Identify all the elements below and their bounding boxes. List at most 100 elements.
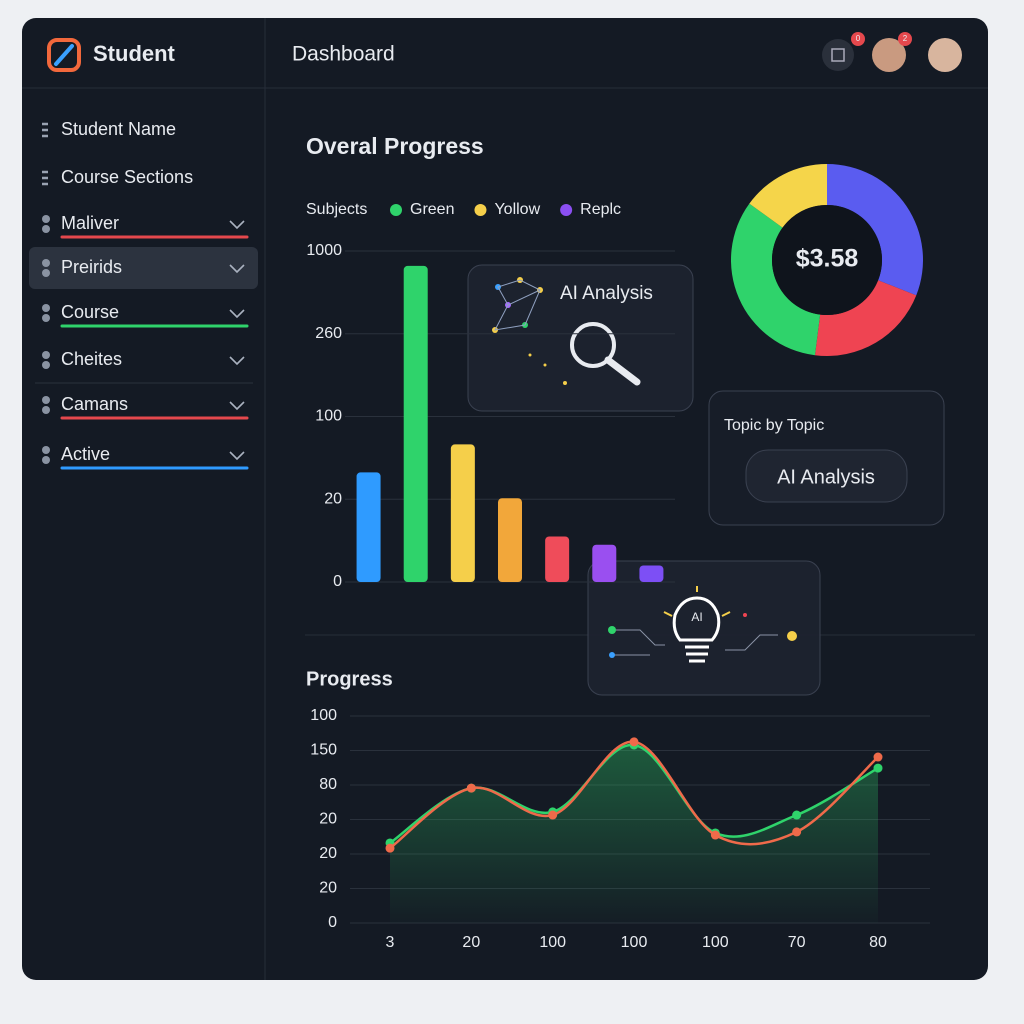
bar — [356, 472, 381, 582]
x-tick-label: 100 — [702, 934, 729, 951]
x-tick-label: 20 — [462, 934, 480, 951]
y-tick-label: 0 — [328, 914, 337, 931]
legend-title: Subjects — [306, 201, 367, 218]
legend-label: Yollow — [494, 201, 540, 218]
avatar[interactable] — [872, 38, 906, 72]
point-marker — [385, 843, 395, 853]
section-title: Overal Progress — [306, 133, 484, 159]
analysis-button[interactable] — [745, 449, 908, 503]
item-icon — [42, 304, 50, 312]
bulb-icon — [608, 586, 797, 663]
item-icon — [42, 225, 50, 233]
donut-slice — [749, 164, 827, 228]
point-marker — [873, 763, 883, 773]
x-tick-label: 80 — [869, 934, 887, 951]
point-marker — [792, 827, 802, 837]
bulb-card — [587, 560, 821, 696]
y-tick-label: 0 — [333, 573, 342, 590]
item-icon — [42, 406, 50, 414]
nav-item[interactable]: Maliver — [61, 213, 119, 233]
x-tick-label: 3 — [386, 934, 395, 951]
logo — [47, 38, 81, 72]
donut-center-label: $3.58 — [796, 245, 859, 273]
point-marker — [548, 810, 558, 820]
nav-item[interactable]: Active — [61, 444, 110, 464]
item-icon — [42, 259, 50, 267]
legend-swatch — [560, 204, 573, 216]
nav-item[interactable]: Student Name — [61, 119, 176, 139]
notification-icon[interactable] — [822, 39, 854, 71]
nav-item[interactable]: Course — [61, 302, 119, 322]
y-tick-label: 260 — [315, 325, 342, 342]
badge-count: 0 — [856, 34, 861, 43]
chevron — [229, 451, 245, 461]
bar — [545, 536, 570, 582]
item-icon — [42, 314, 50, 322]
dynamic-layer: Student Name Course Sections Maliver Preiri… — [29, 119, 930, 951]
x-tick-label: 70 — [788, 934, 806, 951]
x-tick-label: 100 — [621, 934, 648, 951]
chevron — [229, 309, 245, 319]
y-tick-label: 20 — [319, 811, 337, 828]
item-icon — [42, 170, 48, 186]
button-label: AI Analysis — [777, 466, 875, 488]
y-tick-label: 20 — [324, 490, 342, 507]
network-icon — [492, 277, 567, 385]
chart-title: Progress — [306, 668, 393, 690]
donut-slice — [814, 280, 917, 356]
point-marker — [466, 783, 476, 793]
card-title: Topic by Topic — [724, 417, 824, 434]
donut-slice — [731, 203, 821, 356]
item-icon — [42, 361, 50, 369]
y-tick-label: 20 — [319, 845, 337, 862]
y-tick-label: 20 — [319, 880, 337, 897]
donut-slice — [827, 164, 923, 296]
chevron — [229, 220, 245, 230]
point-marker — [792, 810, 802, 820]
nav-item[interactable]: Course Sections — [61, 167, 193, 187]
nav-item[interactable]: Camans — [61, 394, 128, 414]
brand: Student — [93, 41, 176, 66]
bar — [450, 444, 475, 582]
item-icon — [42, 446, 50, 454]
point-marker — [629, 737, 639, 747]
y-tick-label: 100 — [310, 707, 337, 724]
chevron — [229, 356, 245, 366]
nav-item[interactable]: Preirids — [61, 257, 122, 277]
nav-item[interactable]: Cheites — [61, 349, 122, 369]
chevron — [229, 401, 245, 411]
y-tick-label: 1000 — [306, 242, 342, 259]
active-row[interactable] — [29, 247, 258, 289]
ai-card[interactable] — [467, 264, 694, 412]
item-icon — [42, 269, 50, 277]
item-icon — [42, 122, 48, 138]
bar — [498, 498, 522, 582]
legend-label: Green — [410, 201, 454, 218]
icon-glyph — [831, 48, 845, 62]
item-icon — [42, 456, 50, 464]
badge-count: 2 — [903, 34, 908, 43]
item-icon — [42, 351, 50, 359]
badge — [898, 32, 912, 46]
bar — [592, 544, 617, 582]
y-tick-label: 80 — [319, 776, 337, 793]
donut-hole — [772, 205, 882, 315]
legend-label: Replc — [580, 201, 621, 218]
chevron — [229, 264, 245, 274]
avatar[interactable] — [928, 38, 962, 72]
bulb-label: AI — [691, 610, 702, 624]
item-icon — [42, 396, 50, 404]
point-marker — [710, 830, 720, 840]
item-icon — [42, 215, 50, 223]
header-title: Dashboard — [292, 43, 395, 66]
y-tick-label: 100 — [315, 408, 342, 425]
badge — [851, 32, 865, 46]
bar — [639, 565, 664, 582]
legend-swatch — [474, 204, 487, 216]
legend-swatch — [390, 204, 402, 216]
card-title: AI Analysis — [560, 283, 653, 304]
y-tick-label: 150 — [310, 742, 337, 759]
x-tick-label: 100 — [539, 934, 566, 951]
